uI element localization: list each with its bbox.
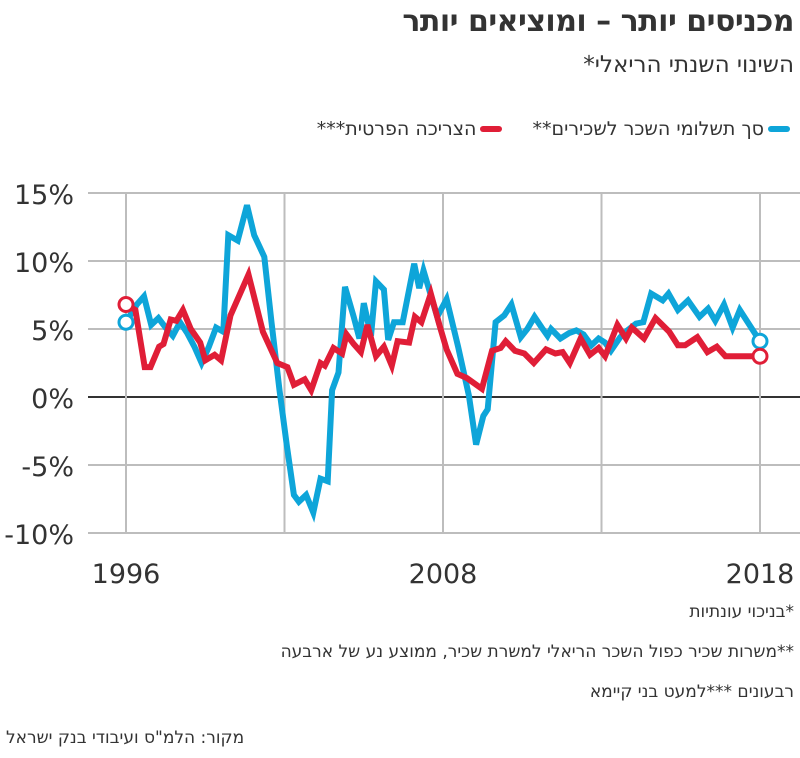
chart-title: מכניסים יותר – ומוציאים יותר	[402, 4, 794, 39]
line-chart: 15% 10% 5% 0% -5% -10% 1996 2008 2018	[4, 180, 800, 590]
legend-swatch-wages	[768, 126, 790, 132]
legend-label-wages: סך תשלומי השכר לשכירים**	[532, 118, 764, 140]
footnote-2: **משרות שכיר כפול השכר הריאלי למשרת שכיר…	[280, 642, 794, 662]
y-tick-label: -5%	[21, 452, 74, 483]
y-tick-label: 15%	[14, 180, 74, 211]
footnote-3: רבעונים ***למעט בני קיימא	[589, 682, 794, 702]
endpoint-marker-wages-end	[751, 332, 769, 350]
y-tick-label: 0%	[31, 384, 74, 415]
footnote-1: *בניכוי עונתיות	[689, 602, 794, 622]
x-tick-label: 2018	[726, 559, 795, 590]
x-tick-label: 2008	[409, 559, 478, 590]
x-tick-label: 1996	[92, 559, 161, 590]
source-note: מקור: הלמ"ס ועיבודי בנק ישראל	[6, 728, 245, 748]
legend-swatch-consumption	[480, 126, 503, 132]
legend: סך תשלומי השכר לשכירים** הצריכה הפרטית**…	[317, 118, 790, 140]
series-line-consumption	[124, 265, 760, 398]
grid	[88, 192, 800, 534]
endpoint-marker-consumption-start	[117, 296, 135, 314]
x-axis-ticks: 1996 2008 2018	[92, 559, 795, 590]
y-tick-label: -10%	[4, 520, 74, 551]
y-tick-label: 5%	[31, 316, 74, 347]
y-tick-label: 10%	[14, 248, 74, 279]
endpoint-marker-wages-start	[117, 313, 135, 331]
legend-item-wages: סך תשלומי השכר לשכירים**	[532, 118, 790, 140]
endpoint-marker-consumption-end	[751, 347, 769, 365]
y-axis-ticks: 15% 10% 5% 0% -5% -10%	[4, 180, 74, 551]
legend-item-consumption: הצריכה הפרטית***	[317, 118, 503, 140]
series-lines	[117, 204, 769, 523]
legend-label-consumption: הצריכה הפרטית***	[316, 118, 477, 140]
chart-subtitle: השינוי השנתי הריאלי*	[583, 52, 794, 78]
